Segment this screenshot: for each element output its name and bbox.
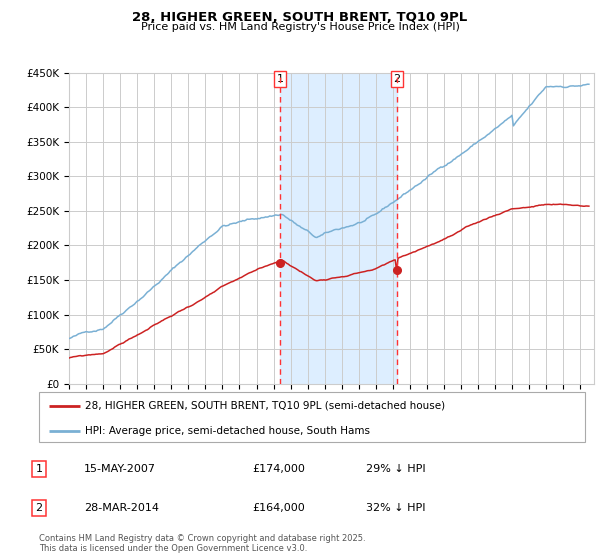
Text: 1: 1 (277, 74, 283, 84)
Text: 2: 2 (35, 503, 43, 513)
Text: 2: 2 (394, 74, 401, 84)
Text: 28-MAR-2014: 28-MAR-2014 (84, 503, 159, 513)
Bar (280, 73, 397, 384)
Text: Contains HM Land Registry data © Crown copyright and database right 2025.
This d: Contains HM Land Registry data © Crown c… (39, 534, 365, 553)
FancyBboxPatch shape (39, 392, 585, 442)
Text: 32% ↓ HPI: 32% ↓ HPI (366, 503, 425, 513)
Text: £164,000: £164,000 (252, 503, 305, 513)
Text: £174,000: £174,000 (252, 464, 305, 474)
Text: HPI: Average price, semi-detached house, South Hams: HPI: Average price, semi-detached house,… (85, 426, 370, 436)
Text: 1: 1 (35, 464, 43, 474)
Text: 28, HIGHER GREEN, SOUTH BRENT, TQ10 9PL (semi-detached house): 28, HIGHER GREEN, SOUTH BRENT, TQ10 9PL … (85, 400, 446, 410)
Text: 15-MAY-2007: 15-MAY-2007 (84, 464, 156, 474)
Text: 28, HIGHER GREEN, SOUTH BRENT, TQ10 9PL: 28, HIGHER GREEN, SOUTH BRENT, TQ10 9PL (133, 11, 467, 24)
Text: Price paid vs. HM Land Registry's House Price Index (HPI): Price paid vs. HM Land Registry's House … (140, 22, 460, 32)
Text: 29% ↓ HPI: 29% ↓ HPI (366, 464, 425, 474)
